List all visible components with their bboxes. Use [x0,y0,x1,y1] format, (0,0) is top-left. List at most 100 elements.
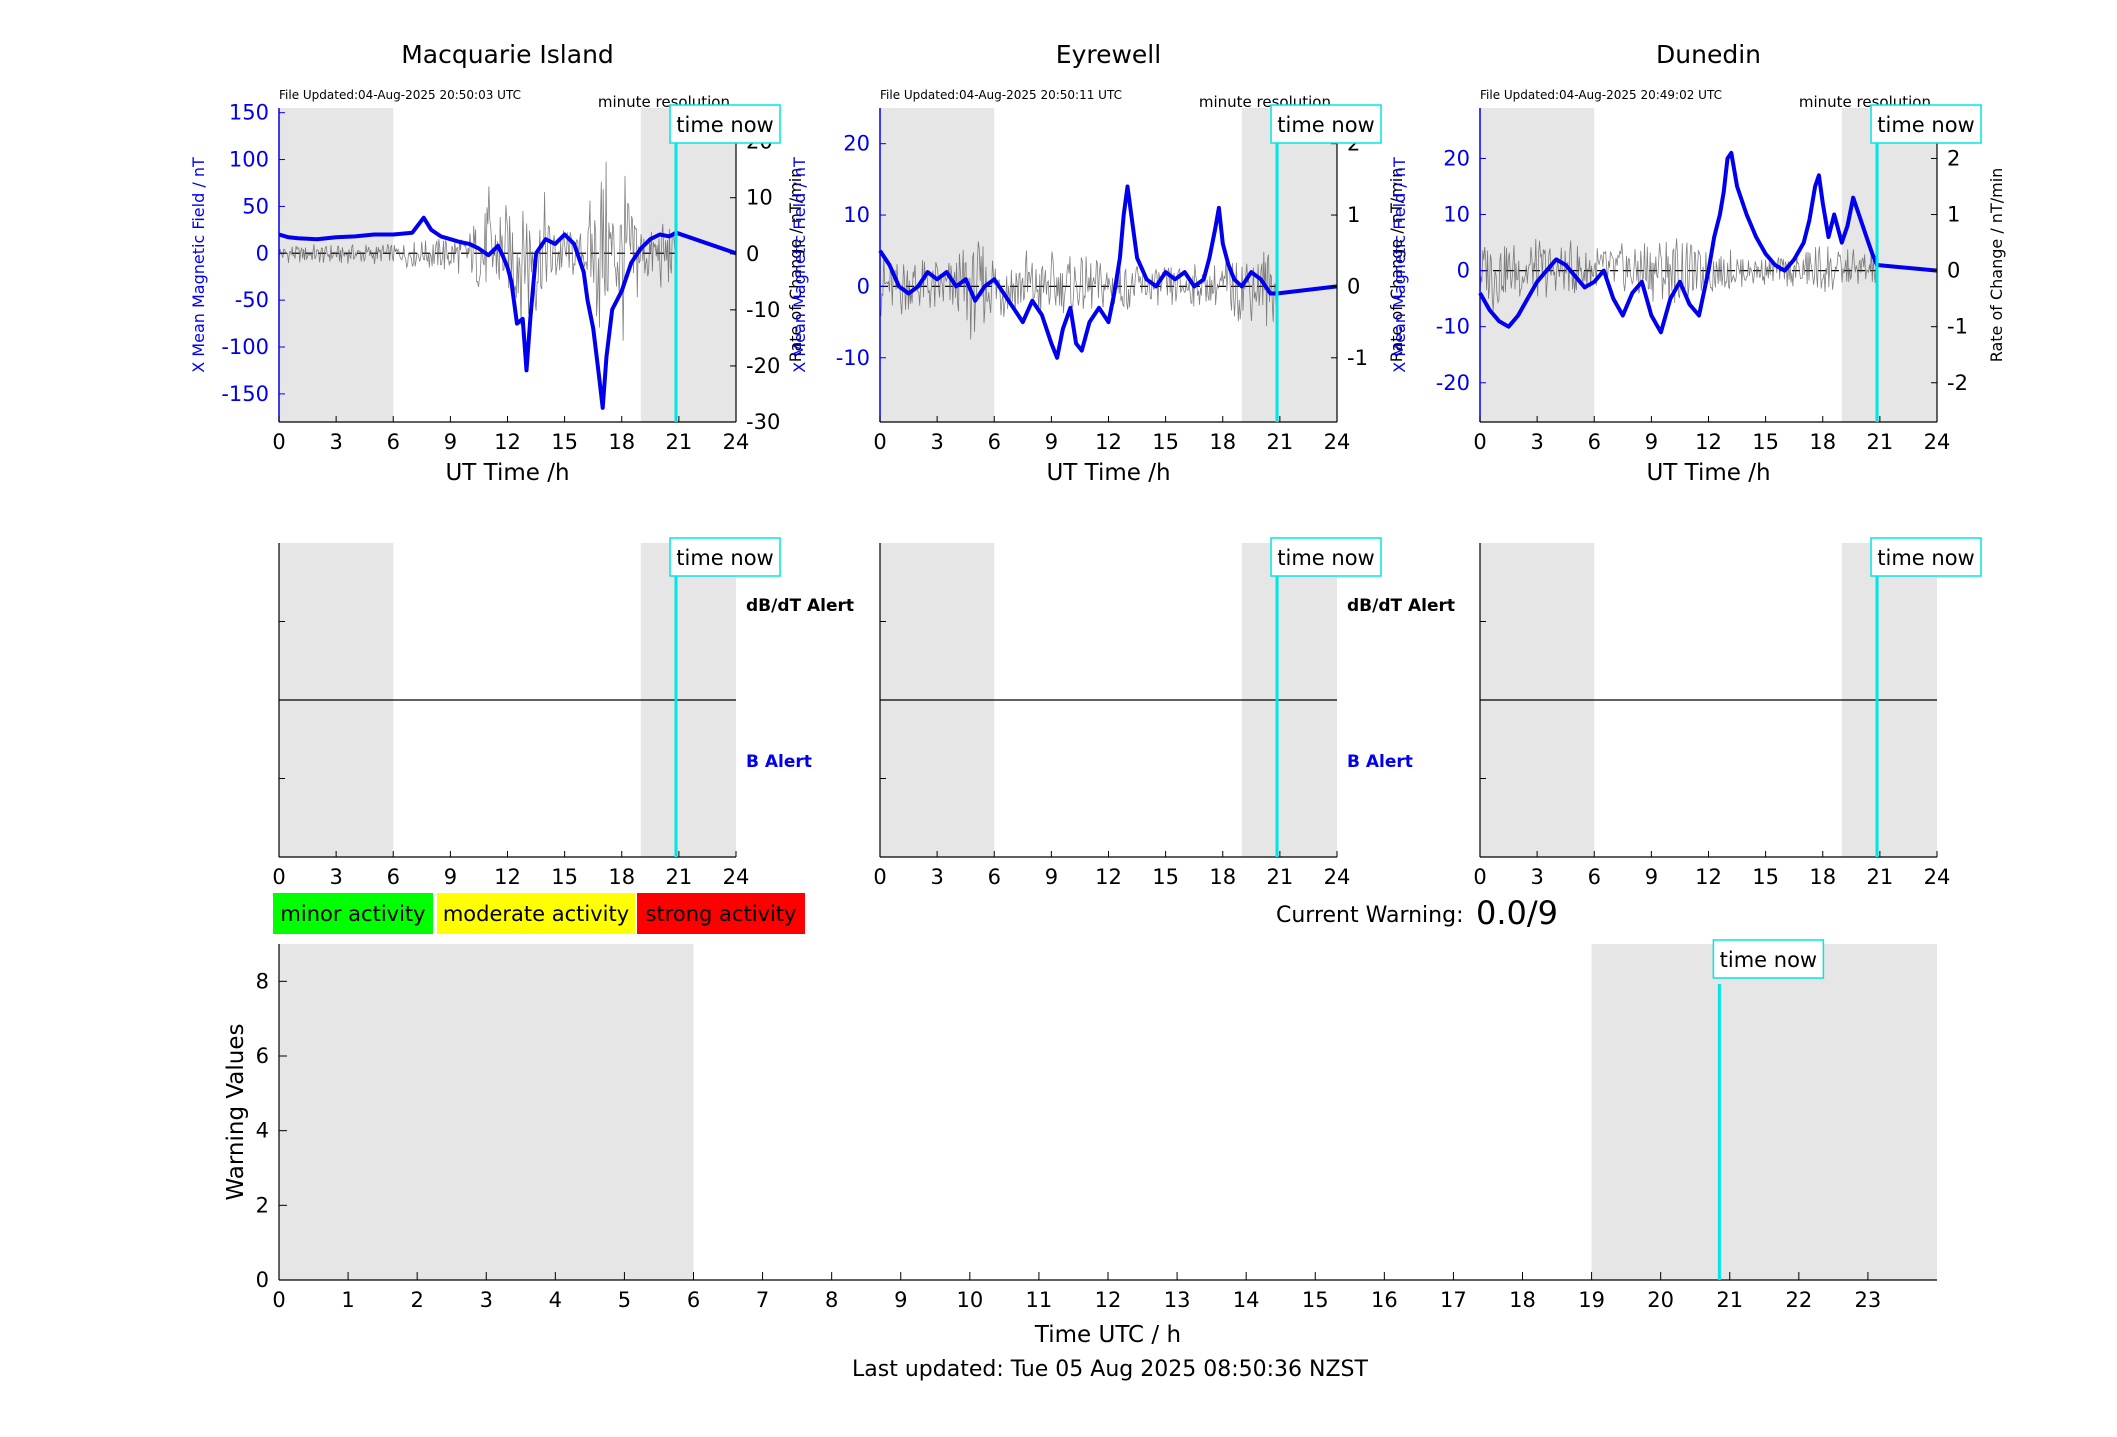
x-tick-label: 4 [549,1288,562,1312]
x-tick-label: 10 [956,1288,983,1312]
x-tick-label: 21 [666,865,693,889]
y-tick-label: -50 [235,288,269,312]
x-tick-label: 18 [608,430,635,454]
x-tick-label: 3 [329,430,342,454]
y-tick-label: 6 [256,1044,269,1068]
alert-panels: 0 3 6 9 12 15 18 21 24 time now dB/dT Alert B Alert… [272,537,1982,889]
y2-tick-label: -10 [746,298,780,322]
rate-of-change-line [1479,238,1878,311]
x-tick-label: 16 [1371,1288,1398,1312]
x-axis-label: Time UTC / h [1034,1322,1181,1348]
x-tick-label: 14 [1233,1288,1260,1312]
y-tick-label: 4 [256,1119,269,1143]
x-axis-label: UT Time /h [1046,460,1170,486]
time-now-box [1870,537,1982,577]
y-tick-label: 100 [229,148,269,172]
x-tick-label: 6 [988,430,1001,454]
x-tick-label: 20 [1647,1288,1674,1312]
x-tick-label: 8 [825,1288,838,1312]
x-tick-label: 9 [444,865,457,889]
x-tick-label: 23 [1855,1288,1882,1312]
x-tick-label: 9 [1045,865,1058,889]
x-tick-label: 9 [444,430,457,454]
night-band [640,108,736,422]
x-tick-label: 18 [1809,865,1836,889]
x-axis-label: UT Time /h [445,460,569,486]
x-tick-label: 24 [723,430,750,454]
x-tick-label: 3 [1530,430,1543,454]
y-tick-label: 50 [242,194,269,218]
y-tick-label: 150 [229,101,269,125]
station-panel: Macquarie Island File Updated:04-Aug-2025… [189,40,805,486]
x-tick-label: 12 [494,865,521,889]
y-tick-label: -10 [836,346,870,370]
y2-tick-label: -30 [746,410,780,434]
alert-panel: 0 3 6 9 12 15 18 21 24 time now dB/dT Alert B Alert [272,537,854,889]
x-tick-label: 6 [988,865,1001,889]
x-tick-label: 6 [1588,865,1601,889]
x-tick-label: 12 [1695,865,1722,889]
x-tick-label: 18 [1509,1288,1536,1312]
alert-panel: 0 3 6 9 12 15 18 21 24 time now dB/dT Alert B Alert [873,537,1455,889]
time-now-label: time now [1720,948,1817,972]
right-axis-label: Rate of Change / nT/min [1387,168,1406,363]
time-now-box [669,537,781,577]
magnetometer-panels: Macquarie Island File Updated:04-Aug-2025… [189,40,2006,486]
x-tick-label: 3 [329,865,342,889]
x-tick-label: 22 [1785,1288,1812,1312]
y-tick-label: 10 [1443,203,1470,227]
night-band [1241,108,1337,422]
y-tick-label: 20 [843,132,870,156]
x-tick-label: 3 [930,865,943,889]
y-tick-label: 8 [256,969,269,993]
x-tick-label: 24 [723,865,750,889]
last-updated-text: Last updated: Tue 05 Aug 2025 08:50:36 N… [852,1357,1368,1382]
dbdt-alert-label: dB/dT Alert [746,596,854,616]
x-tick-label: 19 [1578,1288,1605,1312]
magnetic-field-line [278,215,737,410]
x-tick-label: 9 [894,1288,907,1312]
y2-tick-label: 2 [1947,146,1960,170]
left-axis-label: X Mean Magnetic Field / nT [790,157,809,373]
minor-activity-label: minor activity [280,902,425,926]
x-tick-label: 21 [1716,1288,1743,1312]
current-warning-value: 0.0/9 [1476,894,1558,932]
moderate-activity-label: moderate activity [443,902,629,926]
b-alert-label: B Alert [746,752,812,772]
y-tick-label: 0 [1457,259,1470,283]
x-axis-label: UT Time /h [1646,460,1770,486]
time-now-label: time now [1277,113,1374,137]
x-tick-label: 15 [1752,430,1779,454]
y-tick-label: 10 [843,203,870,227]
time-now-box [1270,104,1382,144]
x-tick-label: 7 [756,1288,769,1312]
x-tick-label: 6 [387,865,400,889]
x-tick-label: 24 [1924,430,1951,454]
x-tick-label: 12 [1695,430,1722,454]
x-tick-label: 0 [272,430,285,454]
x-tick-label: 18 [1809,430,1836,454]
y-tick-label: -150 [221,382,269,406]
rate-of-change-line [278,161,677,341]
activity-legend: minor activity moderate activity strong … [273,893,805,934]
b-alert-label: B Alert [1347,752,1413,772]
x-tick-label: 15 [551,430,578,454]
x-tick-label: 18 [1209,865,1236,889]
y2-tick-label: 0 [1947,259,1960,283]
x-tick-label: 11 [1026,1288,1053,1312]
y-axis-label: Warning Values [223,1023,249,1200]
right-axis-label: Rate of Change / nT/min [1987,168,2006,363]
x-tick-label: 15 [551,865,578,889]
night-band [1480,108,1595,422]
y2-tick-label: 1 [1347,203,1360,227]
x-tick-label: 0 [272,1288,285,1312]
y-tick-label: 0 [256,1268,269,1292]
y2-tick-label: 10 [746,186,773,210]
station-title: Eyrewell [1056,40,1161,69]
alert-panel: 0 3 6 9 12 15 18 21 24 time now [1473,537,1982,889]
strong-activity-swatch [637,893,805,934]
current-warning-label: Current Warning: [1276,903,1463,928]
left-axis-label: X Mean Magnetic Field / nT [189,157,208,373]
minor-activity-swatch [273,893,433,934]
